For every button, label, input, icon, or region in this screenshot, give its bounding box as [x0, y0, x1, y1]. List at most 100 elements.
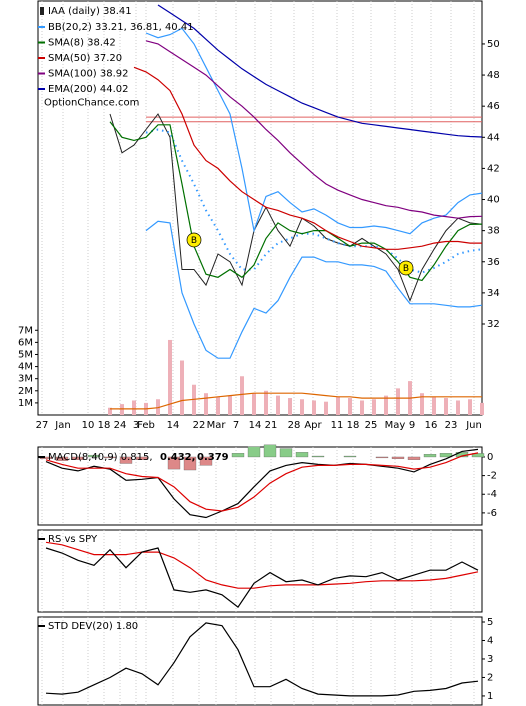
x-tick-label: Jan	[54, 420, 70, 431]
volume-bar	[120, 404, 124, 415]
x-tick-label: 11	[331, 420, 344, 431]
x-tick-label: 21	[265, 420, 278, 431]
legend-label: STD DEV(20) 1.80	[48, 621, 138, 632]
price-panel	[37, 0, 483, 416]
volume-bar	[360, 400, 364, 415]
y-tick-label: 5M	[18, 349, 33, 360]
signal-label: B	[403, 264, 409, 274]
series-line	[145, 40, 483, 219]
legend-label: EMA(200) 44.02	[48, 84, 128, 95]
histogram-bar	[247, 446, 261, 458]
x-tick-label: 18	[98, 420, 111, 431]
legend-label: RS vs SPY	[48, 534, 98, 545]
legend-label: BB(20,2) 33.21, 36.81, 40.41	[48, 22, 194, 33]
y-tick-label: 4	[487, 635, 493, 646]
x-tick-label: 25	[365, 420, 378, 431]
y-tick-label: 4M	[18, 362, 33, 373]
volume-bar	[336, 396, 340, 415]
volume-bar	[384, 395, 388, 415]
x-tick-label: May	[385, 420, 406, 431]
y-tick-label: 40	[487, 195, 500, 206]
volume-bar	[264, 390, 268, 415]
y-tick-label: 3M	[18, 374, 33, 385]
histogram-bar	[279, 448, 293, 458]
series-line	[133, 66, 482, 250]
histogram-bar	[311, 455, 325, 458]
volume-bar	[312, 400, 316, 415]
x-tick-label: Jun	[465, 420, 482, 431]
legend-label: 0.379	[197, 452, 229, 463]
histogram-bar	[263, 444, 277, 458]
volume-bar	[240, 376, 244, 415]
volume-bar	[324, 401, 328, 415]
y-tick-label: 5	[487, 617, 493, 628]
x-tick-label: 14	[167, 420, 180, 431]
y-tick-label: 32	[487, 319, 500, 330]
histogram-bar	[183, 456, 197, 471]
histogram-bar	[167, 456, 181, 470]
x-tick-label: 18	[347, 420, 360, 431]
x-tick-label: 10	[82, 420, 95, 431]
histogram-bar	[423, 454, 437, 458]
signal-marker	[398, 260, 414, 276]
y-tick-label: 34	[487, 288, 500, 299]
rs-panel	[37, 529, 483, 613]
std-panel	[37, 616, 483, 706]
series-line	[45, 448, 479, 519]
x-tick-label: 23	[445, 420, 458, 431]
x-tick-label: 22	[193, 420, 206, 431]
volume-bar	[216, 396, 220, 415]
legend-label: SMA(50) 37.20	[48, 53, 122, 64]
volume-bar	[480, 402, 484, 415]
y-tick-label: 42	[487, 163, 500, 174]
histogram-bar	[231, 453, 245, 458]
signal-marker	[186, 232, 202, 248]
y-tick-label: 48	[487, 70, 500, 81]
histogram-bar	[71, 456, 85, 460]
volume-bar	[432, 396, 436, 415]
legend-label: SMA(8) 38.42	[48, 38, 116, 49]
volume-bar	[204, 393, 208, 415]
x-tick-label: 24	[114, 420, 127, 431]
volume-average	[110, 392, 482, 410]
histogram-bar	[55, 456, 69, 461]
y-tick-label: 3	[487, 654, 493, 665]
volume-bar	[132, 400, 136, 415]
series-line	[45, 452, 479, 512]
volume-bar	[468, 399, 472, 415]
y-tick-label: 0	[487, 452, 493, 463]
y-tick-label: 6M	[18, 337, 33, 348]
signal-label: B	[191, 236, 197, 246]
legend-label: MACD(8,40,9) 0.815,	[48, 452, 153, 463]
y-tick-label: 2M	[18, 386, 33, 397]
x-tick-label: 9	[409, 420, 415, 431]
y-tick-label: 38	[487, 226, 500, 237]
histogram-bar	[439, 453, 453, 458]
histogram-bar	[87, 454, 101, 458]
histogram-bar	[391, 456, 405, 459]
histogram-bar	[407, 456, 421, 460]
volume-bar	[456, 400, 460, 415]
average-line	[45, 541, 479, 589]
volume-bar	[444, 398, 448, 415]
histogram-bar	[343, 455, 357, 458]
volume-bar	[180, 360, 184, 415]
legend-label: SMA(100) 38.92	[48, 69, 129, 80]
series-line	[109, 121, 483, 282]
legend-label: 0.432,	[160, 452, 195, 463]
volume-bar	[300, 399, 304, 415]
histogram-bar	[103, 456, 117, 459]
legend-swatch	[40, 7, 44, 15]
volume-bar	[228, 395, 232, 415]
band-lower	[145, 220, 483, 359]
x-tick-label: Feb	[137, 420, 155, 431]
x-tick-label: Apr	[304, 420, 322, 431]
volume-bar	[372, 399, 376, 415]
histogram-bar	[135, 456, 149, 460]
y-tick-label: 46	[487, 101, 500, 112]
y-tick-label: -4	[487, 489, 497, 500]
x-tick-label: 28	[288, 420, 301, 431]
series-line	[45, 622, 479, 697]
series-line	[157, 4, 483, 138]
